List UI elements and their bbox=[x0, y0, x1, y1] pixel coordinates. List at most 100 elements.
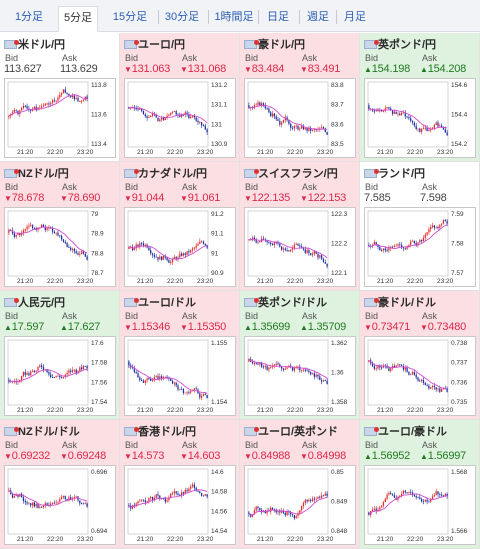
tab-timeframe[interactable]: 30分足 bbox=[164, 11, 200, 23]
candle-body bbox=[421, 128, 423, 132]
candle-body bbox=[22, 230, 25, 233]
tab-timeframe[interactable]: 1分足 bbox=[14, 11, 44, 23]
pair-title[interactable]: NZドル/円 bbox=[4, 165, 69, 180]
candle-body bbox=[253, 510, 255, 515]
currency-pair-card[interactable]: ユーロ/ドル Bid Ask ▼1.15346 ▼1.15350 1.155 1.154 21… bbox=[120, 291, 240, 420]
currency-pair-card[interactable]: ユーロ/英ポンド Bid Ask ▼0.84988 ▼0.84998 0.85 0.849 0… bbox=[240, 420, 360, 549]
candle-body bbox=[128, 247, 130, 249]
candle-body bbox=[295, 244, 297, 245]
pair-title[interactable]: 香港ドル/円 bbox=[124, 423, 197, 438]
pair-title[interactable]: ユーロ/英ポンド bbox=[244, 423, 338, 438]
currency-pair-card[interactable]: 豪ドル/ドル Bid Ask ▼0.73471 ▼0.73480 0.738 0.737 0.… bbox=[360, 291, 480, 420]
currency-pair-card[interactable]: NZドル/円 Bid Ask ▼78.678 ▼78.690 79 78.9 78.8 78.7… bbox=[0, 162, 120, 291]
pair-title[interactable]: 人民元/円 bbox=[4, 294, 65, 309]
bid-value: 14.573 bbox=[131, 450, 165, 462]
pair-title[interactable]: ユーロ/ドル bbox=[124, 294, 196, 309]
candle-body bbox=[324, 493, 326, 496]
ask-label: Ask bbox=[302, 53, 318, 63]
currency-pair-card[interactable]: カナダドル/円 Bid Ask ▼91.044 ▼91.061 91.2 91.1 91 90.… bbox=[120, 162, 240, 291]
x-tick-label: 21:20 bbox=[17, 407, 34, 414]
candle-body bbox=[73, 369, 75, 371]
candle-body bbox=[297, 512, 299, 517]
moving-average-line bbox=[368, 493, 448, 516]
candle-body bbox=[26, 226, 28, 230]
candle-body bbox=[81, 367, 83, 370]
y-tick-label: 17.54 bbox=[91, 399, 108, 406]
tab-timeframe[interactable]: 日足 bbox=[267, 11, 289, 23]
plot-frame bbox=[367, 339, 449, 406]
currency-pair-card[interactable]: NZドル/ドル Bid Ask ▼0.69232 ▼0.69248 0.696 0.694 2… bbox=[0, 420, 120, 549]
tab-timeframe[interactable]: 5分足 bbox=[58, 6, 98, 32]
currency-pair-card[interactable]: ランド/円 Bid Ask 7.585 7.598 7.59 7.58 7.57 21:20 22… bbox=[360, 162, 480, 291]
currency-pair-card[interactable]: 人民元/円 Bid Ask ▲17.597 ▲17.627 17.6 17.58 17.56 1… bbox=[0, 291, 120, 420]
candle-body bbox=[55, 375, 57, 378]
candle-body bbox=[306, 500, 308, 502]
y-tick-label: 113.8 bbox=[91, 82, 107, 89]
candle-body bbox=[182, 115, 185, 116]
candle-body bbox=[299, 128, 301, 130]
pair-title[interactable]: ユーロ/円 bbox=[124, 36, 185, 51]
pair-title[interactable]: 英ポンド/円 bbox=[364, 36, 436, 51]
candle-body bbox=[310, 253, 312, 256]
candle-body bbox=[137, 244, 139, 247]
candle-body bbox=[81, 100, 83, 102]
tab-timeframe[interactable]: 15分足 bbox=[112, 11, 148, 23]
candle-body bbox=[22, 497, 25, 501]
pair-title[interactable]: 米ドル/円 bbox=[4, 36, 65, 51]
candle-body bbox=[302, 502, 305, 507]
candle-body bbox=[321, 495, 323, 498]
currency-pair-card[interactable]: 米ドル/円 Bid Ask 113.627 113.629 113.8 113.6 113.4… bbox=[0, 33, 120, 162]
candle-body bbox=[173, 382, 175, 384]
pair-title[interactable]: NZドル/ドル bbox=[4, 423, 80, 438]
candle-body bbox=[311, 498, 314, 501]
ask-value: 0.84998 bbox=[307, 450, 347, 462]
candle-body bbox=[166, 500, 168, 502]
down-arrow-icon: ▼ bbox=[300, 65, 308, 74]
tab-timeframe[interactable]: 1時間足 bbox=[214, 11, 254, 23]
candle-body bbox=[439, 224, 441, 228]
candle-body bbox=[199, 122, 201, 123]
candle-body bbox=[51, 228, 54, 232]
pair-title[interactable]: 英ポンド/ドル bbox=[244, 294, 327, 309]
pair-title[interactable]: ランド/円 bbox=[364, 165, 425, 180]
currency-pair-card[interactable]: 英ポンド/ドル Bid Ask ▲1.35699 ▲1.35709 1.362 1.36 1.… bbox=[240, 291, 360, 420]
candle-body bbox=[295, 366, 297, 368]
currency-pair-card[interactable]: 豪ドル/円 Bid Ask ▼83.484 ▼83.491 83.8 83.7 83.6 83.… bbox=[240, 33, 360, 162]
pair-name: 香港ドル/円 bbox=[138, 426, 197, 438]
candle-body bbox=[59, 498, 61, 502]
candle-body bbox=[368, 360, 370, 362]
pair-title[interactable]: 豪ドル/円 bbox=[244, 36, 305, 51]
candle-body bbox=[391, 110, 394, 114]
candle-body bbox=[301, 125, 303, 129]
flag-icon bbox=[4, 298, 19, 307]
candle-body bbox=[199, 241, 201, 244]
candle-body bbox=[439, 494, 441, 496]
candle-body bbox=[150, 115, 152, 118]
candle-body bbox=[177, 257, 179, 260]
candle-body bbox=[151, 496, 154, 500]
pair-title[interactable]: カナダドル/円 bbox=[124, 165, 207, 180]
candle-body bbox=[428, 501, 430, 503]
currency-pair-card[interactable]: ユーロ/豪ドル Bid Ask ▲1.56952 ▲1.56997 1.568 1.566 2… bbox=[360, 420, 480, 549]
currency-pair-card[interactable]: スイスフラン/円 Bid Ask ▼122.135 ▼122.153 122.3 122.2… bbox=[240, 162, 360, 291]
pair-title[interactable]: 豪ドル/ドル bbox=[364, 294, 436, 309]
currency-pair-card[interactable]: 香港ドル/円 Bid Ask ▼14.573 ▼14.603 14.6 14.58 14.56… bbox=[120, 420, 240, 549]
plot-frame bbox=[247, 210, 329, 277]
ask-price: ▼0.69248 bbox=[60, 450, 106, 462]
candle-body bbox=[401, 113, 403, 116]
candle-body bbox=[51, 100, 54, 104]
currency-pair-card[interactable]: ユーロ/円 Bid Ask ▼131.063 ▼131.068 131.2 131.1 131… bbox=[120, 33, 240, 162]
candle-body bbox=[8, 115, 10, 117]
candle-body bbox=[424, 499, 426, 502]
tab-timeframe[interactable]: 月足 bbox=[344, 11, 366, 23]
candle-body bbox=[182, 253, 185, 256]
candle-body bbox=[181, 492, 183, 496]
currency-pair-card[interactable]: 英ポンド/円 Bid Ask ▲154.198 ▲154.208 154.6 154.4 15… bbox=[360, 33, 480, 162]
ask-price: 113.629 bbox=[60, 63, 98, 75]
candle-body bbox=[422, 127, 425, 129]
tab-timeframe[interactable]: 週足 bbox=[307, 11, 329, 23]
pair-title[interactable]: ユーロ/豪ドル bbox=[364, 423, 447, 438]
candle-body bbox=[299, 366, 301, 371]
pair-title[interactable]: スイスフラン/円 bbox=[244, 165, 338, 180]
candle-body bbox=[397, 364, 399, 366]
